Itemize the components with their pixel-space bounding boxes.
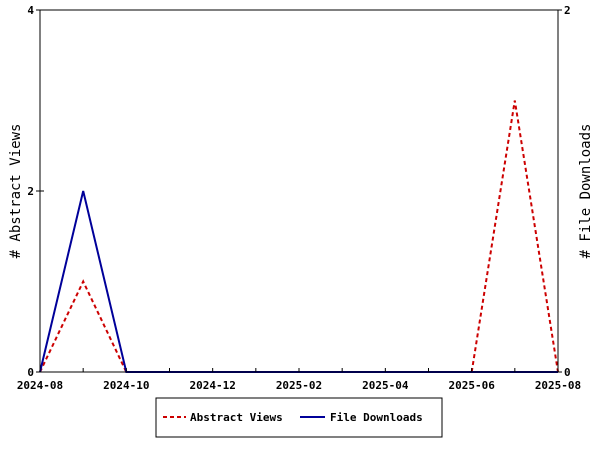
right-y-tick-label: 0 [564,366,571,379]
right-y-tick-label: 2 [564,4,571,17]
left-y-tick-label: 4 [27,4,34,17]
series-line-abstract-views [39,100,559,373]
x-tick-label: 2025-08 [535,379,581,392]
x-tick-label: 2025-04 [362,379,409,392]
ticks-layer [36,9,562,373]
left-y-tick-label: 2 [27,185,34,198]
left-y-tick-label: 0 [27,366,34,379]
series-line-file-downloads [39,190,558,373]
x-tick-label: 2024-10 [103,379,149,392]
right-axis-title: # File Downloads [578,124,594,259]
x-tick-label: 2025-02 [276,379,322,392]
left-axis-title: # Abstract Views [8,124,24,259]
legend-label-file-downloads: File Downloads [330,411,423,424]
labels-layer: 2024-08 2024-10 2024-12 2025-02 2025-04 2025-… [17,4,581,392]
plot-frame [39,9,559,373]
legend: Abstract Views File Downloads [155,397,443,438]
x-tick-label: 2025-06 [448,379,495,392]
x-tick-label: 2024-08 [17,379,63,392]
series-layer [39,100,559,373]
x-tick-label: 2024-12 [189,379,235,392]
legend-box [155,397,443,438]
legend-label-abstract-views: Abstract Views [190,411,283,424]
